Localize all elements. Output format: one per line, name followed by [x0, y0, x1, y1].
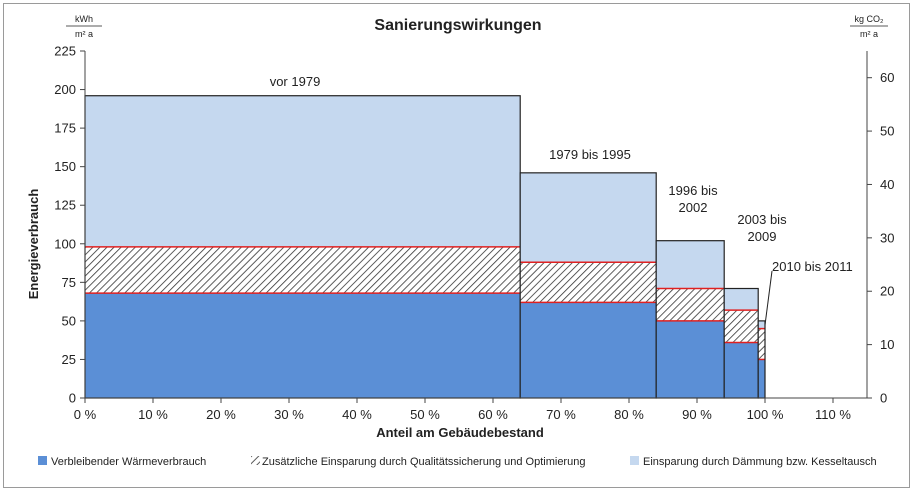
bar-remaining-0 — [85, 293, 521, 398]
bar-quality-3 — [724, 310, 759, 343]
x-axis-label: Anteil am Gebäudebestand — [376, 425, 544, 440]
bar-insulation-4 — [758, 320, 765, 329]
x-tick-label-0: 0 % — [74, 407, 97, 422]
y2-tick-label-3: 30 — [880, 230, 894, 245]
x-tick-label-1: 10 % — [138, 407, 168, 422]
x-tick-label-8: 80 % — [614, 407, 644, 422]
bar-quality-0 — [85, 246, 521, 294]
legend-swatch-remaining — [38, 456, 47, 465]
left-unit: kWh m² a — [66, 14, 102, 39]
x-tick-label-11: 110 % — [815, 407, 851, 422]
legend-swatch-quality — [251, 456, 260, 465]
category-label-0: vor 1979 — [270, 74, 321, 89]
bar-quality-2 — [656, 288, 725, 321]
bar-quality-1 — [520, 262, 657, 303]
y2-tick-label-5: 50 — [880, 124, 894, 139]
bar-insulation-0 — [85, 95, 521, 247]
right-unit-denominator: m² a — [860, 29, 878, 39]
y-tick-label-1: 25 — [62, 352, 76, 367]
bars-group — [84, 95, 766, 399]
legend-label-quality: Zusätzliche Einsparung durch Qualitätssi… — [262, 456, 585, 468]
right-unit: kg CO₂ m² a — [850, 14, 888, 39]
bar-insulation-2 — [656, 240, 725, 289]
axes-group: 0 25 50 75 100 125 150 175 200 225 0 10 20 30 40 50 60 0 … — [54, 44, 894, 423]
y2-tick-label-0: 0 — [880, 391, 887, 406]
chart-title: Sanierungswirkungen — [374, 17, 541, 34]
bar-remaining-3 — [724, 342, 759, 398]
y-tick-label-8: 200 — [54, 82, 76, 97]
bar-insulation-3 — [724, 288, 759, 311]
left-unit-numerator: kWh — [75, 14, 93, 24]
y-tick-label-5: 125 — [54, 198, 76, 213]
category-labels: vor 1979 1979 bis 1995 1996 bis 2002 2003 bi… — [270, 74, 853, 326]
bar-remaining-2 — [656, 320, 725, 398]
bar-quality-4 — [758, 328, 765, 360]
y-tick-label-9: 225 — [54, 44, 76, 59]
legend-label-remaining: Verbleibender Wärmeverbrauch — [51, 456, 206, 468]
category-label-1: 1979 bis 1995 — [549, 147, 631, 162]
x-tick-label-4: 40 % — [342, 407, 372, 422]
right-unit-numerator: kg CO₂ — [855, 14, 885, 24]
x-tick-label-3: 30 % — [274, 407, 304, 422]
y-tick-label-6: 150 — [54, 159, 76, 174]
y2-tick-label-2: 20 — [880, 284, 894, 299]
y-tick-label-0: 0 — [69, 391, 76, 406]
x-tick-label-7: 70 % — [546, 407, 576, 422]
y-tick-label-4: 100 — [54, 236, 76, 251]
x-tick-label-2: 20 % — [206, 407, 236, 422]
y-tick-label-7: 175 — [54, 121, 76, 136]
x-tick-label-10: 100 % — [747, 407, 784, 422]
legend-label-insulation: Einsparung durch Dämmung bzw. Kesseltaus… — [643, 456, 877, 468]
x-tick-label-5: 50 % — [410, 407, 440, 422]
y-axis-label: Energieverbrauch — [26, 189, 41, 300]
bar-remaining-4 — [758, 359, 765, 398]
x-tick-label-9: 90 % — [682, 407, 712, 422]
y2-tick-label-4: 40 — [880, 177, 894, 192]
legend-swatch-insulation — [630, 456, 639, 465]
legend: Verbleibender Wärmeverbrauch Zusätzliche… — [38, 456, 877, 468]
y2-tick-label-6: 60 — [880, 70, 894, 85]
bar-remaining-1 — [520, 302, 657, 398]
x-tick-label-6: 60 % — [478, 407, 508, 422]
y-tick-label-2: 50 — [62, 313, 76, 328]
y2-tick-label-1: 10 — [880, 337, 894, 352]
y-tick-label-3: 75 — [62, 275, 76, 290]
category-label-4: 2010 bis 2011 — [772, 259, 853, 274]
bar-insulation-1 — [520, 172, 657, 263]
category-label-3: 2003 bis 2009 — [737, 212, 787, 244]
callout-line-2010-2011 — [764, 270, 773, 326]
category-label-2: 1996 bis 2002 — [668, 183, 718, 215]
left-unit-denominator: m² a — [75, 29, 93, 39]
